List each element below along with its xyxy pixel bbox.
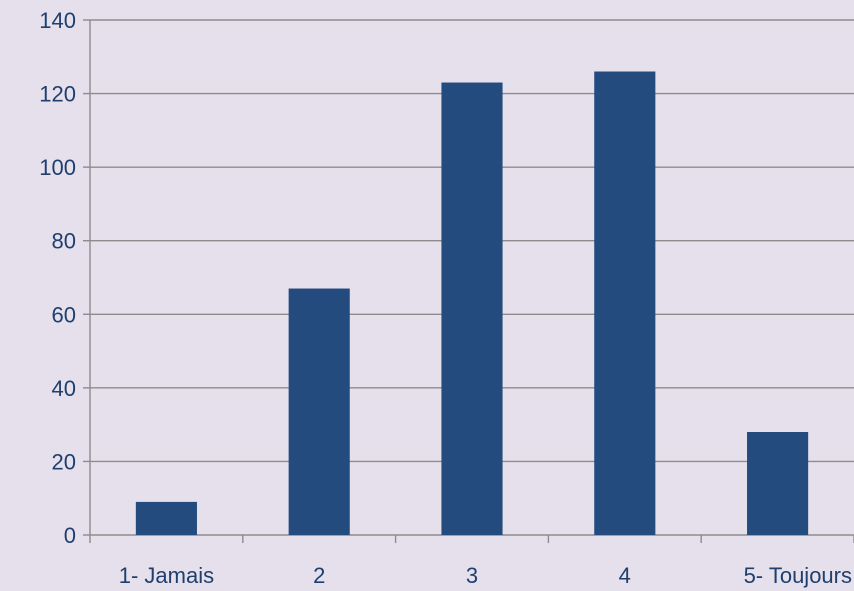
- y-tick-label: 20: [52, 449, 76, 474]
- y-tick-label: 0: [64, 523, 76, 548]
- x-tick-label: 4: [619, 563, 631, 588]
- y-tick-label: 80: [52, 229, 76, 254]
- y-tick-label: 40: [52, 376, 76, 401]
- x-tick-label: 5- Toujours: [744, 563, 852, 588]
- y-tick-label: 60: [52, 302, 76, 327]
- x-tick-label: 2: [313, 563, 325, 588]
- bar-1: [135, 501, 197, 535]
- bars: [135, 71, 809, 536]
- y-tick-label: 100: [39, 155, 76, 180]
- bar-2: [288, 288, 350, 535]
- x-tick-label: 1- Jamais: [119, 563, 214, 588]
- y-tick-labels: 0 20 40 60 80 100 120 140: [39, 8, 76, 548]
- x-tick-label: 3: [466, 563, 478, 588]
- x-tick-labels: 1- Jamais 2 3 4 5- Toujours: [119, 563, 852, 588]
- y-tick-label: 120: [39, 82, 76, 107]
- bar-3: [441, 82, 503, 536]
- bar-4: [594, 71, 656, 535]
- bar-5: [747, 432, 809, 535]
- y-tick-label: 140: [39, 8, 76, 33]
